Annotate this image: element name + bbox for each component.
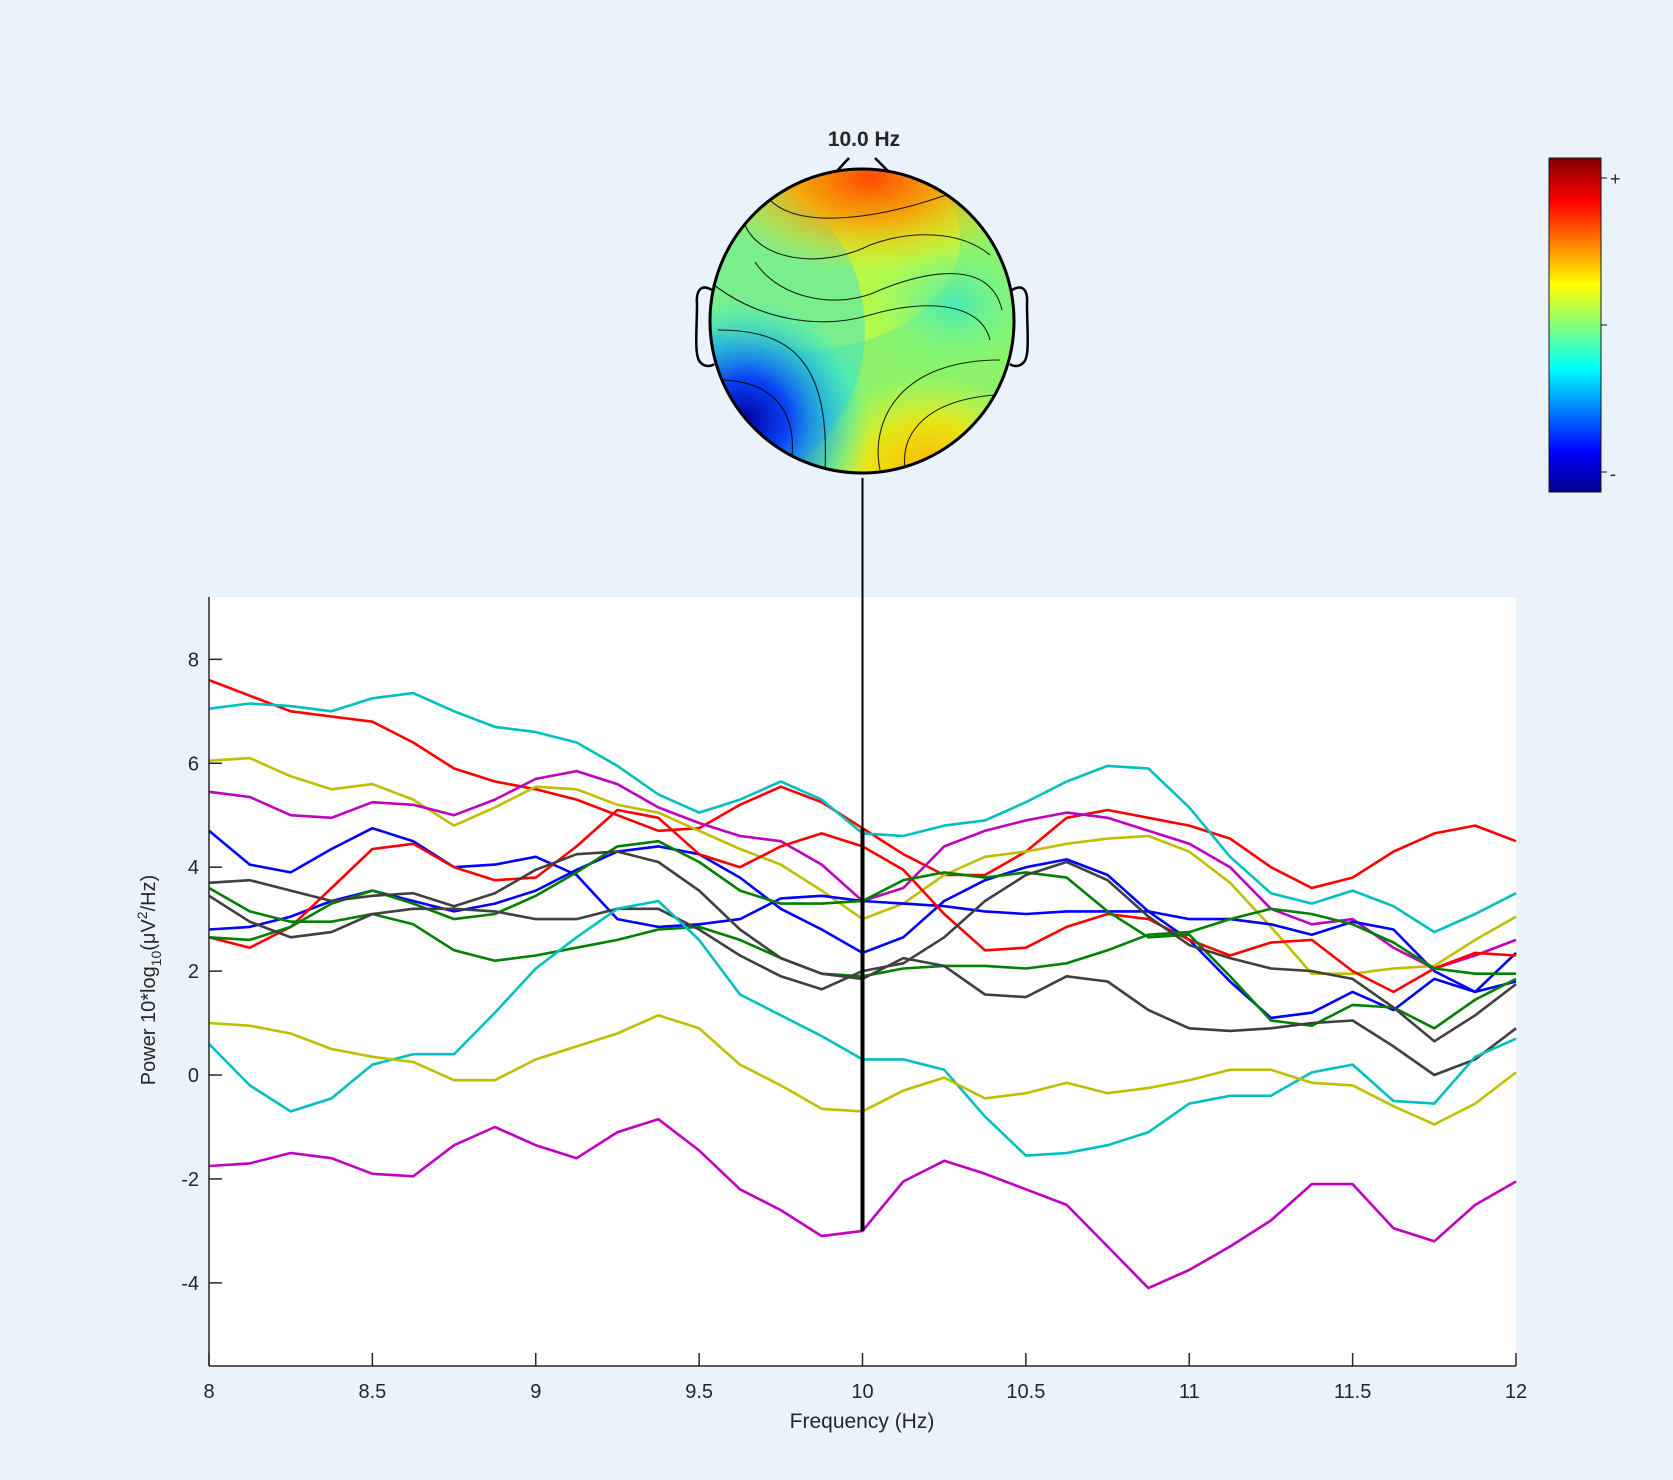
colorbar-min-label: -	[1610, 464, 1616, 484]
scalp-map	[710, 169, 1014, 473]
x-tick-label-7: 11	[1179, 1381, 1200, 1403]
head-outline	[708, 167, 1016, 475]
y-tick-label-5: 0	[188, 1065, 199, 1087]
y-ticks: 8 6 4 2 0 -2 -4	[181, 649, 222, 1295]
x-tick-label-3: 9	[530, 1381, 541, 1403]
y-axis-label: Power 10*log10(μV2/Hz)	[134, 875, 164, 1086]
x-tick-label-1: 8	[203, 1381, 214, 1403]
colorbar-max-label: +	[1610, 169, 1621, 189]
colorbar: + -	[1548, 157, 1621, 493]
x-ticks: 8 8.5 9 9.5 10 10.5 11 11.5 12	[203, 1353, 1527, 1403]
x-tick-label-5: 10	[851, 1381, 873, 1403]
colorbar-gradient	[1548, 157, 1602, 493]
x-tick-label-4: 9.5	[685, 1381, 713, 1403]
x-axis-label: Frequency (Hz)	[790, 1410, 935, 1433]
topoplot-title: 10.0 Hz	[828, 128, 900, 151]
y-tick-label-1: 8	[188, 649, 199, 671]
x-tick-label-8: 11.5	[1334, 1381, 1371, 1403]
y-tick-label-3: 4	[188, 857, 199, 879]
left-ear	[695, 286, 715, 368]
right-ear	[1009, 286, 1029, 368]
x-tick-label-2: 8.5	[358, 1381, 386, 1403]
y-tick-label-7: -4	[181, 1273, 199, 1295]
x-tick-label-6: 10.5	[1006, 1381, 1045, 1403]
x-tick-label-9: 12	[1505, 1381, 1527, 1403]
y-tick-label-4: 2	[188, 961, 199, 983]
line-plot: 8 8.5 9 9.5 10 10.5 11 11.5 12 8 6 4 2 0 -2 -4 Frequen…	[134, 478, 1527, 1433]
y-tick-label-6: -2	[181, 1169, 199, 1191]
y-tick-label-2: 6	[188, 753, 199, 775]
topoplot: 10.0 Hz	[695, 128, 1029, 475]
